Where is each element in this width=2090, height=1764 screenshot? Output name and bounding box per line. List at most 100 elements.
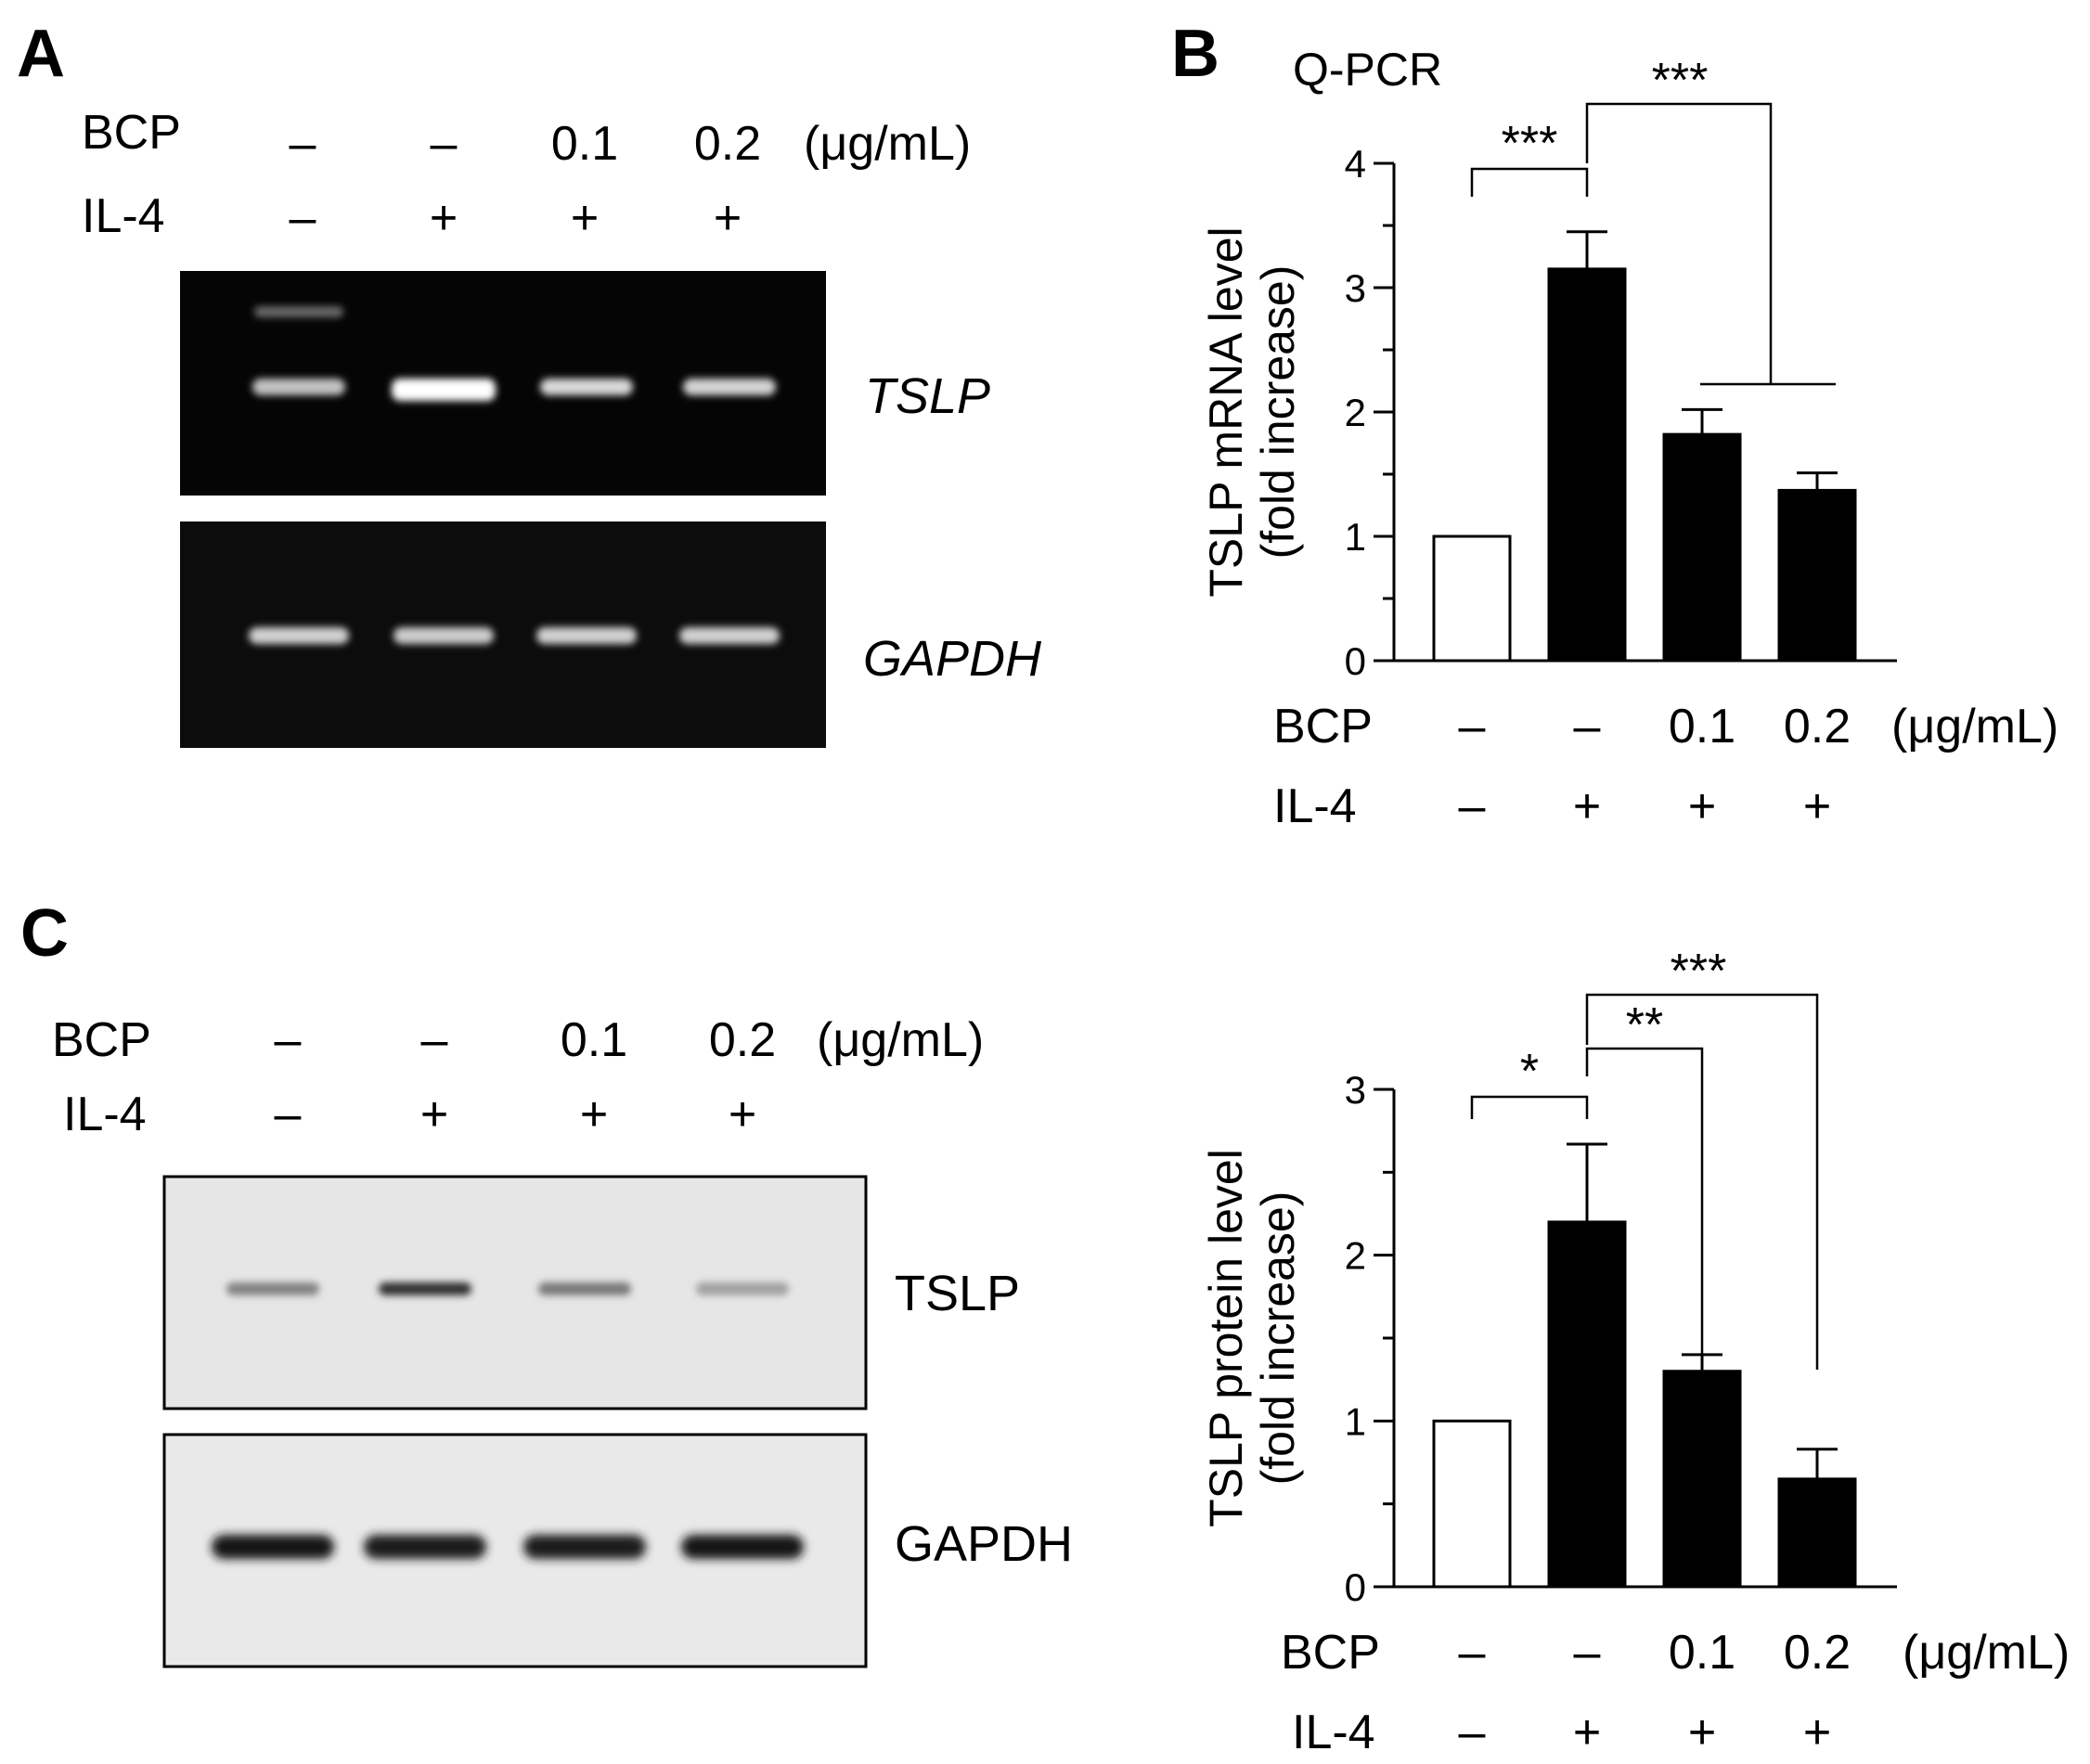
y-tick-label: 2 [1345,1234,1366,1278]
blot-label-gapdh: GAPDH [895,1516,1073,1572]
chart-il4-values: – + + + [1459,1706,1832,1759]
chart-il4-row-label: IL-4 [1273,779,1357,833]
bar [1662,1370,1742,1589]
gapdh-band [364,1535,486,1559]
panel-letter-c: C [20,896,69,971]
y-axis-label: (fold increase) [1252,1191,1304,1486]
bcp-row-label: BCP [82,106,181,160]
gapdh-band [212,1535,334,1559]
gapdh-bands [249,627,780,644]
il4-value: – [275,1088,302,1141]
chart-il4-value: + [1688,1706,1716,1759]
bcp-values: – – 0.1 0.2 [275,1013,777,1067]
chart-bcp-values: – – 0.1 0.2 [1459,1626,1851,1680]
significance-label: ** [1626,998,1663,1052]
y-axis-label: (fold increase) [1252,265,1304,560]
y-tick-label: 3 [1345,1068,1366,1112]
tslp-band [683,379,776,395]
chart-bcp-values: – – 0.1 0.2 [1459,700,1851,753]
unit-label: (μg/mL) [817,1013,984,1067]
tslp-band [226,1282,319,1295]
y-tick-label: 0 [1345,1565,1366,1609]
gel-label-gapdh: GAPDH [863,631,1042,687]
il4-value: + [714,191,742,245]
chart-bcp-row-label: BCP [1281,1626,1380,1680]
il4-value: – [290,191,316,245]
bar [1432,534,1512,663]
gapdh-band [249,627,349,644]
tslp-band [252,379,345,395]
gapdh-band [393,627,494,644]
significance-label: * [1520,1045,1539,1099]
chart-il4-value: + [1803,779,1831,833]
bcp-value: – [275,1013,302,1067]
il4-row-label: IL-4 [63,1088,147,1141]
tslp-band [538,1282,631,1295]
bcp-value: – [421,1013,448,1067]
y-tick-label: 3 [1345,266,1366,310]
significance-bracket [1470,1095,1589,1119]
tslp-band [379,1282,471,1295]
y-tick-label: 1 [1345,515,1366,559]
method-label: Q-PCR [1293,44,1442,96]
chart-bcp-row-label: BCP [1273,700,1373,753]
bar [1547,267,1627,663]
chart-bcp-value: 0.2 [1784,700,1851,753]
bar [1662,432,1742,663]
y-tick-label: 4 [1345,142,1366,186]
il4-row-label: IL-4 [82,189,165,243]
tslp-band [392,379,496,401]
il4-value: + [729,1088,756,1141]
gapdh-band [681,1535,804,1559]
bcp-value: 0.2 [709,1013,776,1067]
tslp-bands [226,1282,789,1295]
bcp-value: – [290,117,316,171]
il4-value: + [430,191,458,245]
y-tick-label: 2 [1345,391,1366,434]
panel-c: C BCP IL-4 (μg/mL) – – 0.1 0.2 – + + + TSLP GA… [20,896,2070,1759]
gapdh-band [536,627,637,644]
significance-label: *** [1502,117,1558,171]
chart-il4-value: – [1459,1706,1486,1759]
y-tick-label: 1 [1345,1399,1366,1443]
chart-bcp-value: – [1574,1626,1601,1680]
tslp-bands [252,306,776,401]
tslp-band [696,1282,789,1295]
panel-a: A BCP IL-4 (μg/mL) – – 0.1 0.2 – + + + TSLP GA… [17,17,1042,748]
significance-label: *** [1671,945,1727,998]
chart-il4-row-label: IL-4 [1292,1706,1375,1759]
y-axis-label: TSLP mRNA level [1200,226,1252,597]
chart-bcp-value: – [1459,1626,1486,1680]
significance-bracket [1585,102,1773,384]
chart-bcp-value: 0.2 [1784,1626,1851,1680]
bcp-value: 0.2 [694,117,761,171]
chart-il4-value: + [1803,1706,1831,1759]
gapdh-bands [212,1535,804,1559]
bar [1432,1419,1512,1589]
significance-bracket [1585,1047,1704,1362]
bar [1777,488,1857,663]
il4-value: + [420,1088,448,1141]
chart-qpcr: 0 1 2 3 4 TSLP mRNA level (fold increase) *** **… [1200,54,1897,683]
chart-bcp-value: 0.1 [1669,700,1735,753]
bcp-value: 0.1 [551,117,618,171]
il4-value: + [571,191,599,245]
y-axis-label: TSLP protein level [1200,1149,1252,1527]
chart-il4-value: + [1573,779,1601,833]
chart-bcp-value: 0.1 [1669,1626,1735,1680]
bar [1547,1220,1627,1589]
tslp-band [540,379,633,395]
chart-unit-label: (μg/mL) [1891,700,2058,753]
unit-label: (μg/mL) [804,117,971,171]
y-tick-label: 0 [1345,639,1366,683]
chart-il4-values: – + + + [1459,779,1832,833]
bcp-row-label: BCP [52,1013,151,1067]
gapdh-band [523,1535,646,1559]
bcp-value: – [431,117,458,171]
significance-bracket [1585,993,1819,1370]
chart-bcp-value: – [1459,700,1486,753]
il4-value: + [580,1088,608,1141]
significance-label: *** [1652,54,1709,108]
